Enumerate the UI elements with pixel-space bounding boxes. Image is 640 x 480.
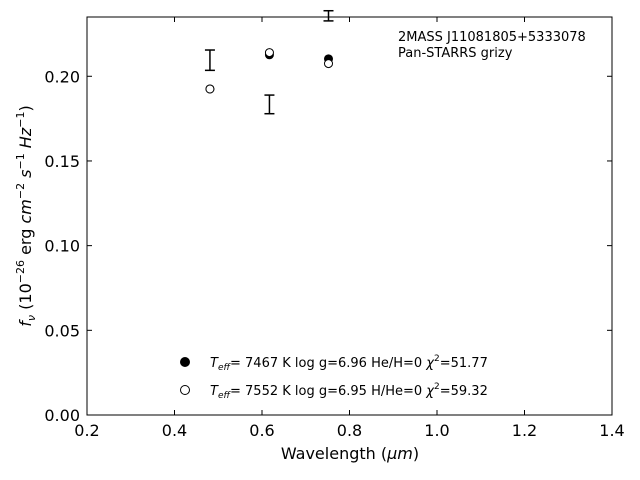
y-tick-label: 0.10 [44, 237, 80, 256]
x-tick-label: 0.4 [162, 421, 187, 440]
y-axis-ticks: 0.00 0.05 0.10 0.15 0.20 [44, 67, 612, 425]
y-tick-label: 0.15 [44, 152, 80, 171]
model-points [205, 48, 333, 94]
x-tick-label: 1.0 [424, 421, 449, 440]
model-point-open [264, 48, 274, 58]
x-tick-label: 0.2 [74, 421, 99, 440]
errorbar [264, 94, 275, 115]
x-axis-title: Wavelength (μm) [281, 444, 419, 463]
errorbar [323, 9, 334, 22]
annotation-survey-name: Pan-STARRS grizy [398, 46, 513, 61]
legend-marker-open [180, 385, 190, 395]
legend: Teff= 7467 K log g=6.96 He/H=0 χ2=51.77 … [180, 354, 488, 401]
legend-entry-1: Teff= 7467 K log g=6.96 He/H=0 χ2=51.77 [210, 354, 488, 373]
x-tick-label: 0.6 [249, 421, 274, 440]
x-tick-label: 1.2 [512, 421, 537, 440]
x-axis-ticks: 0.2 0.4 0.6 0.8 1.0 1.2 1.4 [74, 17, 625, 440]
y-axis-title: fν (10−26 erg cm−2 s−1 Hz−1) [14, 105, 38, 326]
x-tick-label: 0.8 [337, 421, 362, 440]
y-tick-label: 0.20 [44, 67, 80, 86]
errorbar [204, 49, 215, 72]
x-tick-label: 1.4 [599, 421, 624, 440]
observed-errorbars [204, 9, 334, 115]
legend-entry-2: Teff= 7552 K log g=6.95 H/He=0 χ2=59.32 [210, 382, 488, 401]
model-point-open [205, 84, 215, 94]
model-point-open [324, 59, 333, 69]
legend-marker-filled [180, 357, 190, 367]
y-tick-label: 0.00 [44, 406, 80, 425]
y-tick-label: 0.05 [44, 321, 80, 340]
annotation-target-name: 2MASS J11081805+5333078 [398, 30, 586, 45]
